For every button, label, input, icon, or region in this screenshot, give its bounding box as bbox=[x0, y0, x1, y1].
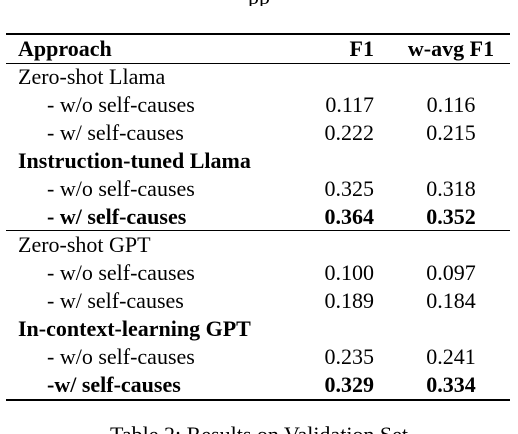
table-row: - w/o self-causes 0.325 0.318 bbox=[0, 175, 518, 203]
previous-text-fragment: pp bbox=[0, 0, 518, 6]
header-approach: Approach bbox=[18, 36, 112, 61]
row-wavg: 0.334 bbox=[426, 372, 476, 397]
table-row: - w/o self-causes 0.235 0.241 bbox=[0, 343, 518, 371]
header-wavg-f1: w-avg F1 bbox=[407, 36, 495, 61]
table-row: - w/o self-causes 0.100 0.097 bbox=[0, 259, 518, 287]
row-approach: Instruction-tuned Llama bbox=[18, 148, 251, 173]
row-f1: 0.235 bbox=[324, 344, 375, 369]
table-row: In-context-learning GPT bbox=[0, 315, 518, 343]
row-wavg: 0.097 bbox=[426, 260, 476, 285]
row-approach: -w/ self-causes bbox=[47, 372, 181, 397]
row-approach: - w/ self-causes bbox=[47, 288, 184, 313]
row-approach: - w/o self-causes bbox=[47, 344, 195, 369]
table-bottom-rule bbox=[6, 399, 510, 401]
row-approach: In-context-learning GPT bbox=[18, 316, 251, 341]
row-approach: Zero-shot Llama bbox=[18, 64, 166, 89]
row-wavg: 0.318 bbox=[426, 176, 476, 201]
row-approach: - w/ self-causes bbox=[47, 204, 187, 229]
table-header-row: Approach F1 w-avg F1 bbox=[0, 35, 518, 63]
row-f1: 0.117 bbox=[325, 92, 374, 117]
table-caption: Table 2: Results on Validation Set bbox=[0, 422, 518, 434]
row-approach: - w/o self-causes bbox=[47, 176, 195, 201]
row-f1: 0.325 bbox=[324, 176, 375, 201]
table-row: Zero-shot Llama bbox=[0, 63, 518, 91]
table-row: - w/o self-causes 0.117 0.116 bbox=[0, 91, 518, 119]
row-f1: 0.100 bbox=[324, 260, 375, 285]
row-wavg: 0.352 bbox=[426, 204, 476, 229]
row-approach: Zero-shot GPT bbox=[18, 232, 151, 257]
header-f1: F1 bbox=[349, 36, 374, 61]
row-f1: 0.364 bbox=[324, 204, 375, 229]
table-row: Instruction-tuned Llama bbox=[0, 147, 518, 175]
row-wavg: 0.215 bbox=[426, 120, 476, 145]
table-row: Zero-shot GPT bbox=[0, 231, 518, 259]
row-f1: 0.329 bbox=[324, 372, 375, 397]
table-row: - w/ self-causes 0.189 0.184 bbox=[0, 287, 518, 315]
row-wavg: 0.241 bbox=[426, 344, 476, 369]
row-approach: - w/o self-causes bbox=[47, 260, 195, 285]
row-approach: - w/ self-causes bbox=[47, 120, 184, 145]
table-row: - w/ self-causes 0.364 0.352 bbox=[0, 203, 518, 231]
section-divider-rule bbox=[6, 230, 510, 231]
table-top-rule bbox=[6, 33, 510, 35]
row-f1: 0.222 bbox=[324, 120, 375, 145]
table-row: -w/ self-causes 0.329 0.334 bbox=[0, 371, 518, 399]
row-wavg: 0.116 bbox=[426, 92, 476, 117]
header-rule bbox=[6, 63, 510, 64]
row-wavg: 0.184 bbox=[426, 288, 476, 313]
row-f1: 0.189 bbox=[324, 288, 375, 313]
table-row: - w/ self-causes 0.222 0.215 bbox=[0, 119, 518, 147]
row-approach: - w/o self-causes bbox=[47, 92, 195, 117]
